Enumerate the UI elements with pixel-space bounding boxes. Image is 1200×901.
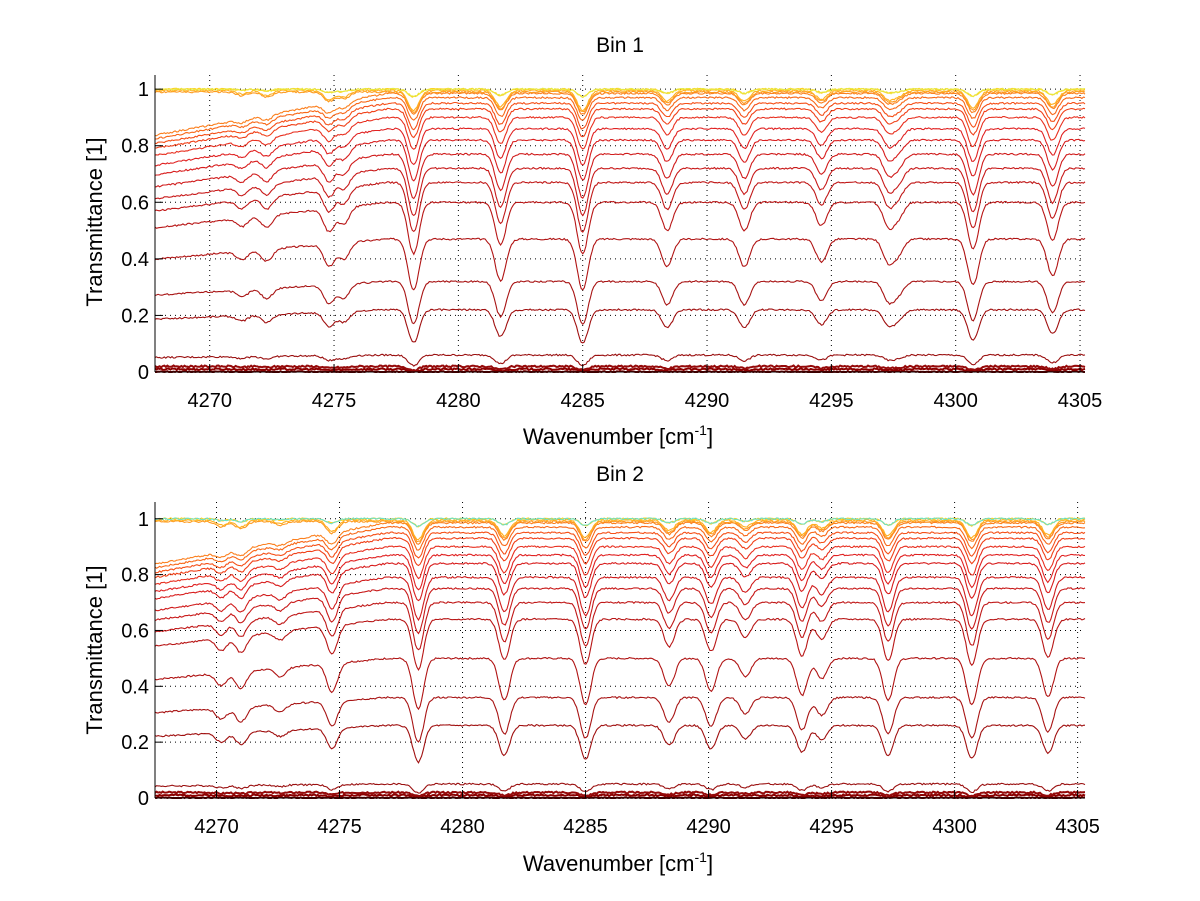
series-line: [154, 723, 1086, 764]
y-tick-label: 1: [138, 79, 149, 101]
series-line: [154, 237, 1086, 291]
series-line: [154, 517, 1086, 528]
x-tick-label: 4270: [187, 390, 232, 412]
series-line: [154, 695, 1086, 743]
x-tick-label: 4275: [317, 816, 362, 838]
series-line: [154, 561, 1086, 602]
chart-title: Bin 2: [596, 463, 644, 486]
y-tick-label: 0: [138, 788, 149, 810]
x-tick-label: 4290: [686, 816, 731, 838]
y-tick-label: 0.6: [121, 192, 149, 214]
series-line: [154, 531, 1086, 574]
series-line: [154, 90, 1086, 114]
series-line: [154, 279, 1086, 326]
series-line: [154, 656, 1086, 711]
axes-bin-1: Bin 1 4270 4275 4280 4285 4290 4295 4300 4305 0…: [82, 34, 1102, 449]
y-tick-label: 0.2: [121, 732, 149, 754]
x-tick-label: 4305: [1058, 390, 1103, 412]
series-line: [154, 525, 1086, 569]
series-line: [154, 617, 1086, 672]
series-line: [154, 600, 1086, 651]
series-line: [154, 107, 1086, 149]
y-tick-label: 0.4: [121, 249, 149, 271]
axis-lines: [154, 502, 1085, 799]
y-axis-label: Transmittance [1]: [82, 565, 107, 734]
x-tick-label: 4285: [563, 816, 608, 838]
series-line: [154, 587, 1086, 635]
x-tick-label: 4280: [436, 390, 481, 412]
x-tick-label: 4290: [685, 390, 730, 412]
y-tick-label: 0: [138, 362, 149, 384]
series-line: [154, 782, 1086, 794]
y-tick-label: 0.8: [121, 565, 149, 587]
series-group: [154, 517, 1086, 800]
series-group: [154, 87, 1086, 374]
x-tick-label: 4295: [809, 816, 854, 838]
x-tick-label: 4295: [809, 390, 854, 412]
x-tick-label: 4300: [933, 390, 978, 412]
x-axis-label: Wavenumber [cm-1]: [523, 849, 713, 876]
y-tick-label: 1: [138, 509, 149, 531]
series-line: [154, 166, 1086, 217]
x-tick-labels: 4270 4275 4280 4285 4290 4295 4300 4305: [194, 816, 1100, 838]
series-line: [154, 308, 1086, 344]
series-line: [154, 138, 1086, 182]
series-line: [154, 127, 1086, 167]
x-tick-label: 4305: [1055, 816, 1100, 838]
series-line: [154, 180, 1086, 233]
series-line: [154, 200, 1086, 256]
series-line: [154, 575, 1086, 622]
x-tick-label: 4300: [932, 816, 977, 838]
chart-title: Bin 1: [596, 34, 644, 57]
series-line: [154, 536, 1086, 579]
y-tick-label: 0.4: [121, 676, 149, 698]
series-line: [154, 115, 1086, 156]
y-tick-labels: 0 0.2 0.4 0.6 0.8 1: [121, 509, 149, 810]
series-line: [154, 545, 1086, 586]
axis-lines: [154, 75, 1085, 373]
series-line: [154, 553, 1086, 593]
grid: [155, 75, 1085, 373]
series-line: [154, 87, 1086, 98]
series-line: [154, 96, 1086, 140]
x-tick-label: 4275: [312, 390, 357, 412]
series-line: [154, 366, 1086, 373]
x-tick-label: 4280: [440, 816, 485, 838]
y-tick-labels: 0 0.2 0.4 0.6 0.8 1: [121, 79, 149, 384]
series-line: [154, 353, 1086, 367]
y-tick-label: 0.2: [121, 305, 149, 327]
series-line: [154, 790, 1086, 798]
x-tick-labels: 4270 4275 4280 4285 4290 4295 4300 4305: [187, 390, 1102, 412]
series-line: [154, 152, 1086, 200]
x-tick-label: 4270: [194, 816, 239, 838]
x-axis-label: Wavenumber [cm-1]: [523, 422, 713, 449]
y-axis-label: Transmittance [1]: [82, 137, 107, 306]
x-tick-label: 4285: [560, 390, 605, 412]
axes-bin-2: Bin 2 4270 4275 4280 4285 4290 4295 4300 4305 0…: [82, 463, 1100, 876]
y-tick-label: 0.6: [121, 620, 149, 642]
series-line: [154, 792, 1086, 799]
y-tick-label: 0.8: [121, 136, 149, 158]
series-line: [154, 89, 1086, 112]
series-line: [155, 101, 1086, 144]
series-line: [154, 364, 1086, 372]
